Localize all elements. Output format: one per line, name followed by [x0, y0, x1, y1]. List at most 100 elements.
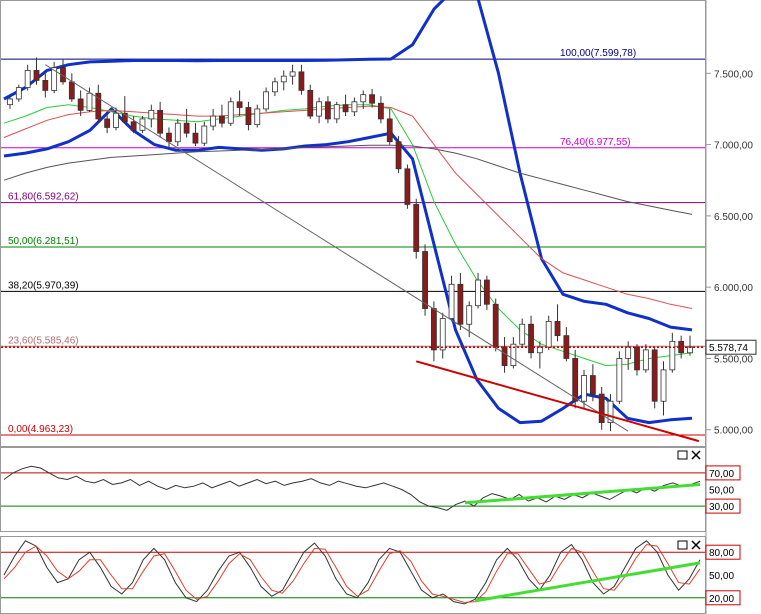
candle-body — [607, 400, 614, 424]
oscillator-2-tick-label: 20,00 — [709, 594, 734, 605]
candle-body — [166, 132, 172, 143]
oscillator-2-tick-label: 50,00 — [709, 571, 734, 582]
fib-level-label: 50,00(6.281,51) — [8, 236, 79, 247]
oscillator-1-tick-label: 50,00 — [709, 486, 734, 497]
candle-body — [130, 121, 137, 131]
oscillator-2-panel — [0, 536, 706, 614]
fib-level-label: 23,60(5.585,46) — [8, 335, 79, 346]
panel-1-close-icon[interactable] — [691, 450, 701, 460]
candle-body — [660, 369, 667, 402]
candle-body — [157, 109, 164, 134]
candle-body — [316, 101, 322, 117]
candle-body — [536, 346, 543, 354]
candle-body — [201, 125, 208, 144]
candle-body — [378, 102, 384, 120]
candle-body — [33, 70, 40, 81]
oscillator-1-line — [3, 465, 701, 511]
candle-body — [413, 204, 420, 252]
candle-body — [581, 375, 587, 402]
candle-body — [307, 90, 314, 117]
oscillator-1-trendline — [464, 483, 701, 505]
oscillator-1-tick-label: 70,00 — [709, 469, 734, 480]
candle-body — [280, 75, 287, 83]
candle-body — [483, 279, 490, 305]
oscillator-2-line — [3, 540, 701, 605]
price-tick-label: 7.500,00 — [714, 69, 753, 80]
candle-body — [642, 349, 649, 371]
oscillator-1-tick-label: 30,00 — [709, 502, 734, 513]
candle-body — [86, 92, 93, 111]
panel-2-close-icon[interactable] — [691, 540, 701, 550]
candle-body — [616, 358, 623, 402]
candle-body — [148, 109, 155, 120]
candle-body — [342, 104, 349, 113]
candle-body — [272, 81, 278, 93]
candle-body — [227, 101, 234, 124]
candle-body — [439, 318, 446, 351]
candle-body — [457, 283, 464, 325]
ma-long-line — [3, 144, 693, 215]
fib-level-label: 38,20(5.970,39) — [8, 280, 79, 291]
candle-body — [634, 346, 640, 371]
candle-body — [333, 104, 340, 120]
candle-body — [360, 94, 367, 103]
candle-body — [95, 92, 102, 120]
oscillator-2-line — [3, 544, 701, 603]
candle-body — [289, 71, 296, 77]
candle-body — [219, 115, 225, 124]
candle-body — [598, 393, 605, 424]
candle-body — [651, 349, 658, 402]
price-layer: 7.500,00 7.000,00 6.500,00 6.000,00 5.500,00… — [1, 0, 757, 443]
panel-2-maximize-icon[interactable] — [677, 540, 688, 550]
candle-body — [395, 141, 402, 170]
candle-body — [51, 67, 58, 91]
oscillator-2-layer: 80,00 50,00 20,00 — [1, 540, 741, 606]
candle-body — [245, 107, 252, 126]
candle-body — [475, 279, 481, 307]
candle-body — [625, 346, 632, 359]
oscillator-2-level-box — [705, 590, 741, 606]
candle-body — [351, 101, 358, 113]
candle-body — [501, 346, 508, 366]
candle-body — [263, 91, 270, 110]
oscillator-2-level-box — [705, 544, 741, 560]
candle-body — [589, 375, 596, 395]
price-down-trendline — [45, 64, 629, 432]
candle-body — [510, 343, 517, 366]
price-support-trendline — [415, 360, 700, 443]
candle-body — [325, 101, 331, 120]
candle-body — [554, 320, 561, 337]
oscillator-2-tick-label: 80,00 — [709, 548, 734, 559]
candle-body — [77, 98, 84, 111]
candle-body — [104, 118, 111, 128]
candle-body — [254, 108, 261, 126]
candle-body — [572, 358, 579, 402]
candle-body — [528, 323, 534, 354]
fib-level-label: 76,40(6.977,55) — [560, 137, 631, 148]
oscillator-1-layer: 70,00 50,00 30,00 — [1, 465, 741, 514]
panel-1-maximize-icon[interactable] — [677, 450, 688, 460]
candle-body — [386, 118, 393, 143]
candle-body — [448, 283, 455, 319]
last-price-box — [705, 339, 757, 355]
bollinger-upper-line — [3, 0, 693, 332]
price-tick-label: 5.500,00 — [714, 354, 753, 365]
price-panel — [0, 0, 706, 447]
candle-body — [236, 101, 243, 108]
candle-body — [24, 70, 31, 88]
fib-level-label: 61,80(6.592,62) — [8, 192, 79, 203]
candle-body — [519, 323, 526, 345]
price-tick-label: 6.000,00 — [714, 283, 753, 294]
fib-level-label: 100,00(7.599,78) — [560, 48, 636, 59]
candle-body — [113, 112, 119, 128]
candle-body — [42, 80, 49, 91]
candle-body — [68, 81, 75, 100]
candle-body — [466, 305, 473, 325]
oscillator-1-panel — [0, 447, 706, 532]
candle-body — [121, 112, 128, 123]
oscillator-1-level-box — [705, 498, 741, 514]
oscillator-2-trendline — [474, 561, 701, 603]
candle-body — [545, 320, 552, 348]
candle-body — [492, 303, 499, 348]
